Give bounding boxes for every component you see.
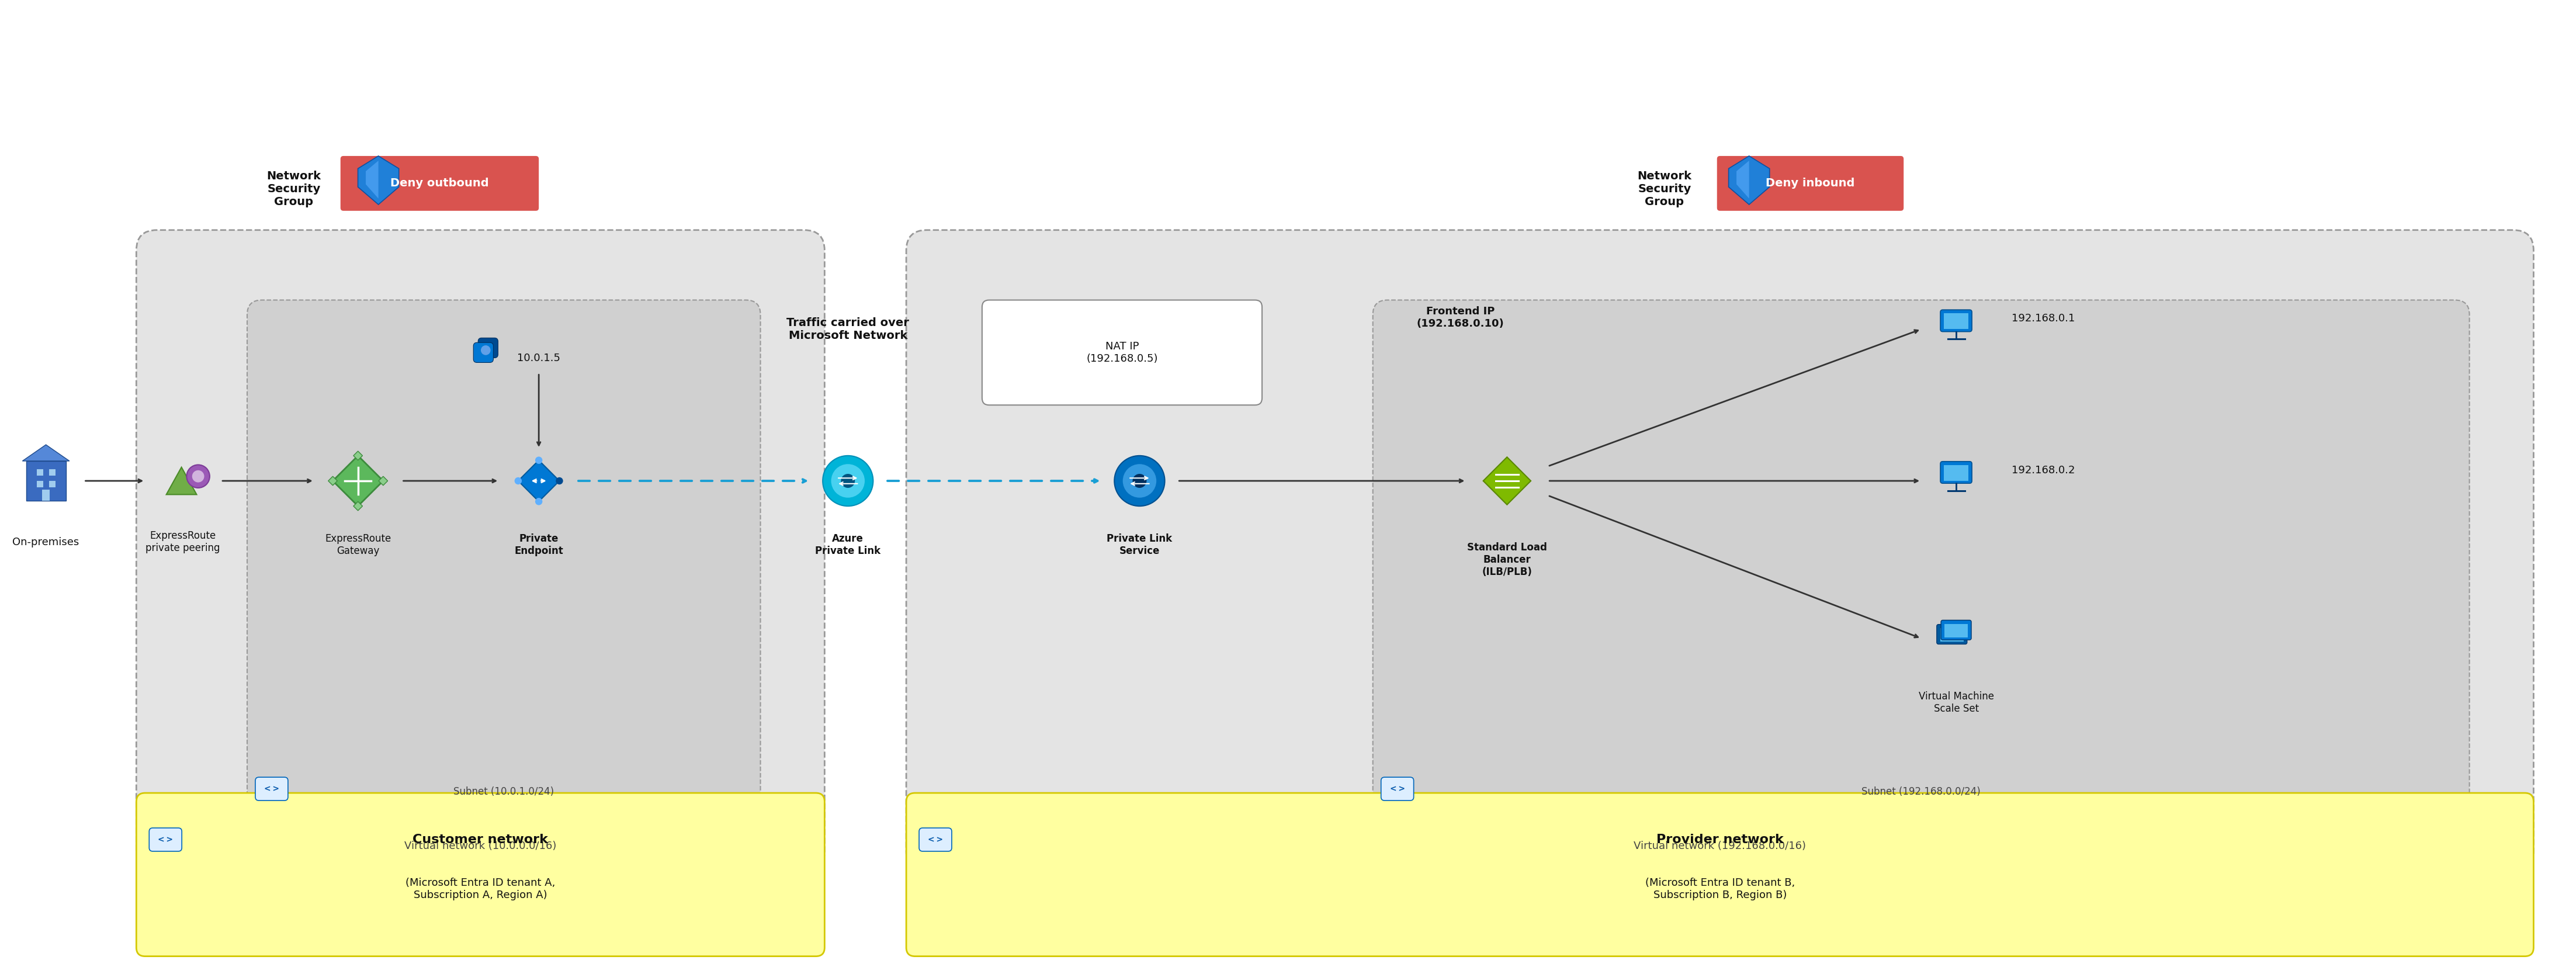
- Text: 192.168.0.1: 192.168.0.1: [2012, 314, 2074, 324]
- Text: (Microsoft Entra ID tenant A,
Subscription A, Region A): (Microsoft Entra ID tenant A, Subscripti…: [404, 877, 556, 900]
- Text: Private Link
Service: Private Link Service: [1108, 534, 1172, 557]
- Bar: [1945, 624, 1968, 637]
- Bar: [36, 481, 44, 488]
- FancyBboxPatch shape: [1373, 300, 2470, 813]
- Bar: [26, 461, 67, 501]
- Polygon shape: [167, 468, 196, 494]
- Text: Standard Load
Balancer
(ILB/PLB): Standard Load Balancer (ILB/PLB): [1468, 542, 1548, 577]
- Text: Virtual network (10.0.0.0/16): Virtual network (10.0.0.0/16): [404, 841, 556, 852]
- Text: Network
Security
Group: Network Security Group: [268, 171, 322, 207]
- Text: 10.0.1.5: 10.0.1.5: [518, 353, 562, 364]
- Text: ◇: ◇: [935, 837, 943, 848]
- Polygon shape: [1736, 160, 1749, 199]
- FancyBboxPatch shape: [255, 778, 289, 801]
- Circle shape: [1123, 464, 1157, 497]
- Circle shape: [482, 346, 489, 355]
- Bar: [49, 468, 54, 475]
- Bar: [36, 468, 44, 475]
- FancyBboxPatch shape: [920, 828, 951, 852]
- Circle shape: [840, 474, 855, 488]
- Text: Frontend IP
(192.168.0.10): Frontend IP (192.168.0.10): [1417, 306, 1504, 329]
- Polygon shape: [332, 456, 384, 506]
- FancyBboxPatch shape: [1718, 156, 1904, 211]
- FancyBboxPatch shape: [479, 338, 497, 358]
- Polygon shape: [353, 451, 363, 460]
- Circle shape: [1133, 474, 1146, 488]
- FancyBboxPatch shape: [149, 828, 183, 852]
- Text: Deny inbound: Deny inbound: [1765, 178, 1855, 189]
- Circle shape: [1115, 456, 1164, 506]
- Text: < >: < >: [927, 835, 943, 844]
- Text: Azure
Private Link: Azure Private Link: [814, 534, 881, 557]
- Bar: [1945, 314, 1968, 329]
- Text: (Microsoft Entra ID tenant B,
Subscription B, Region B): (Microsoft Entra ID tenant B, Subscripti…: [1646, 877, 1795, 900]
- Circle shape: [515, 477, 523, 485]
- Text: Virtual network (192.168.0.0/16): Virtual network (192.168.0.0/16): [1633, 841, 1806, 852]
- FancyBboxPatch shape: [137, 793, 824, 956]
- Bar: [1945, 465, 1968, 481]
- Text: Private
Endpoint: Private Endpoint: [515, 534, 564, 557]
- Text: ◇: ◇: [165, 837, 173, 848]
- Text: ExpressRoute
private peering: ExpressRoute private peering: [147, 531, 219, 554]
- FancyBboxPatch shape: [1381, 778, 1414, 801]
- Text: Network
Security
Group: Network Security Group: [1638, 171, 1692, 207]
- Text: Subnet (192.168.0.0/24): Subnet (192.168.0.0/24): [1862, 786, 1981, 797]
- Text: On-premises: On-premises: [13, 537, 80, 547]
- Text: < >: < >: [265, 784, 278, 793]
- Circle shape: [536, 498, 544, 505]
- Circle shape: [556, 477, 564, 485]
- FancyBboxPatch shape: [1940, 462, 1971, 483]
- FancyBboxPatch shape: [1937, 624, 1968, 644]
- Text: < >: < >: [157, 835, 173, 844]
- Polygon shape: [1728, 156, 1770, 204]
- FancyBboxPatch shape: [474, 343, 495, 363]
- Circle shape: [822, 456, 873, 506]
- Text: ExpressRoute
Gateway: ExpressRoute Gateway: [325, 534, 392, 557]
- FancyBboxPatch shape: [907, 793, 2535, 956]
- Text: Virtual Machine
Scale Set: Virtual Machine Scale Set: [1919, 691, 1994, 714]
- Polygon shape: [353, 501, 363, 511]
- Text: NAT IP
(192.168.0.5): NAT IP (192.168.0.5): [1087, 341, 1157, 364]
- Bar: [1940, 629, 1963, 641]
- Circle shape: [832, 464, 866, 497]
- Circle shape: [185, 465, 209, 488]
- Polygon shape: [518, 460, 559, 501]
- Text: Traffic carried over
Microsoft Network: Traffic carried over Microsoft Network: [786, 317, 909, 341]
- Polygon shape: [327, 476, 337, 486]
- Polygon shape: [379, 476, 389, 486]
- FancyBboxPatch shape: [247, 300, 760, 813]
- Circle shape: [536, 457, 544, 464]
- FancyBboxPatch shape: [981, 300, 1262, 405]
- Polygon shape: [1484, 457, 1530, 505]
- FancyBboxPatch shape: [340, 156, 538, 211]
- Text: < >: < >: [1391, 784, 1404, 793]
- Bar: [41, 490, 49, 501]
- Polygon shape: [23, 444, 70, 461]
- Text: Subnet (10.0.1.0/24): Subnet (10.0.1.0/24): [453, 786, 554, 797]
- FancyBboxPatch shape: [137, 230, 824, 872]
- Polygon shape: [366, 160, 379, 199]
- Text: Deny outbound: Deny outbound: [392, 178, 489, 189]
- Polygon shape: [358, 156, 399, 204]
- Text: 192.168.0.2: 192.168.0.2: [2012, 465, 2074, 475]
- Text: Customer network: Customer network: [412, 834, 549, 846]
- FancyBboxPatch shape: [907, 230, 2535, 872]
- Circle shape: [193, 470, 204, 482]
- Bar: [49, 481, 54, 488]
- FancyBboxPatch shape: [1940, 620, 1971, 640]
- FancyBboxPatch shape: [1940, 310, 1971, 331]
- Text: Provider network: Provider network: [1656, 834, 1783, 846]
